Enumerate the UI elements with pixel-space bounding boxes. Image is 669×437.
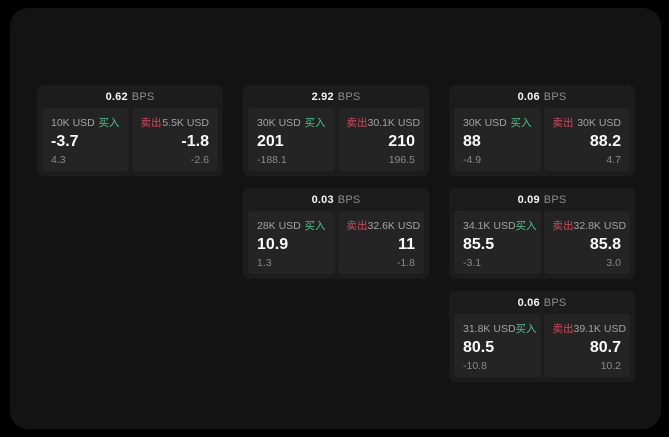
bps-unit-label: BPS — [543, 90, 567, 103]
sell-delta: 196.5 — [388, 153, 415, 166]
quote-card: 0.09 BPS 34.1K USD 买入 85.5 -3.1 卖出 32.8K… — [449, 188, 635, 279]
quote-card: 0.62 BPS 10K USD 买入 -3.7 4.3 卖出 5.5K USD… — [37, 85, 223, 176]
sell-side-label: 卖出 — [346, 117, 368, 129]
quote-card: 2.92 BPS 30K USD 买入 201 -188.1 卖出 30.1K … — [243, 85, 429, 176]
buy-side-label: 买入 — [515, 220, 537, 232]
bps-unit-label: BPS — [543, 193, 567, 206]
buy-side-label: 买入 — [98, 117, 120, 129]
spread-header: 2.92 BPS — [243, 85, 429, 108]
quote-card: 0.06 BPS 30K USD 买入 88 -4.9 卖出 30K USD 8… — [449, 85, 635, 176]
buy-quote-button[interactable]: 10K USD 买入 -3.7 4.3 — [42, 108, 129, 171]
buy-amount: 31.8K USD — [463, 322, 516, 335]
quote-panels: 10K USD 买入 -3.7 4.3 卖出 5.5K USD -1.8 -2.… — [37, 108, 223, 176]
sell-price: 88.2 — [589, 133, 621, 151]
spread-header: 0.09 BPS — [449, 188, 635, 211]
sell-side-label: 卖出 — [346, 220, 368, 232]
spread-header: 0.06 BPS — [449, 85, 635, 108]
quote-panels: 34.1K USD 买入 85.5 -3.1 卖出 32.8K USD 85.8… — [449, 211, 635, 279]
buy-delta: -3.1 — [463, 256, 482, 269]
sell-delta: -1.8 — [396, 256, 415, 269]
buy-quote-button[interactable]: 28K USD 买入 10.9 1.3 — [248, 211, 335, 274]
buy-amount: 30K USD — [257, 116, 301, 129]
sell-side-label: 卖出 — [552, 117, 574, 129]
buy-side-label: 买入 — [515, 323, 537, 335]
bps-unit-label: BPS — [543, 296, 567, 309]
buy-amount: 30K USD — [463, 116, 507, 129]
sell-quote-button[interactable]: 卖出 39.1K USD 80.7 10.2 — [543, 314, 630, 377]
buy-quote-button[interactable]: 34.1K USD 买入 85.5 -3.1 — [454, 211, 541, 274]
buy-price: -3.7 — [51, 133, 79, 151]
quote-card: 0.06 BPS 31.8K USD 买入 80.5 -10.8 卖出 39.1… — [449, 291, 635, 382]
spread-value: 0.62 — [105, 90, 128, 103]
buy-delta: 1.3 — [257, 256, 272, 269]
sell-price: 11 — [398, 236, 415, 254]
buy-amount: 34.1K USD — [463, 219, 516, 232]
sell-price: 85.8 — [589, 236, 621, 254]
buy-price: 88 — [463, 133, 481, 151]
spread-value: 2.92 — [311, 90, 334, 103]
sell-amount: 30K USD — [577, 116, 621, 129]
sell-quote-button[interactable]: 卖出 32.6K USD 11 -1.8 — [337, 211, 424, 274]
spread-value: 0.09 — [517, 193, 540, 206]
sell-side-label: 卖出 — [552, 323, 574, 335]
quote-panels: 30K USD 买入 88 -4.9 卖出 30K USD 88.2 4.7 — [449, 108, 635, 176]
quote-panels: 31.8K USD 买入 80.5 -10.8 卖出 39.1K USD 80.… — [449, 314, 635, 382]
buy-price: 80.5 — [463, 339, 495, 357]
sell-side-label: 卖出 — [552, 220, 574, 232]
buy-delta: -10.8 — [463, 359, 487, 372]
sell-price: -1.8 — [181, 133, 209, 151]
buy-price: 85.5 — [463, 236, 495, 254]
sell-price: 210 — [388, 133, 415, 151]
buy-quote-button[interactable]: 30K USD 买入 201 -188.1 — [248, 108, 335, 171]
sell-delta: 3.0 — [606, 256, 621, 269]
buy-delta: 4.3 — [51, 153, 66, 166]
spread-header: 0.62 BPS — [37, 85, 223, 108]
bps-unit-label: BPS — [337, 90, 361, 103]
buy-amount: 28K USD — [257, 219, 301, 232]
buy-amount: 10K USD — [51, 116, 95, 129]
spread-value: 0.06 — [517, 296, 540, 309]
sell-amount: 32.6K USD — [367, 219, 421, 232]
sell-side-label: 卖出 — [140, 117, 162, 129]
bps-unit-label: BPS — [337, 193, 361, 206]
sell-amount: 32.8K USD — [573, 219, 627, 232]
sell-delta: -2.6 — [190, 153, 209, 166]
quote-card: 0.03 BPS 28K USD 买入 10.9 1.3 卖出 32.6K US… — [243, 188, 429, 279]
quote-panels: 28K USD 买入 10.9 1.3 卖出 32.6K USD 11 -1.8 — [243, 211, 429, 279]
sell-amount: 30.1K USD — [367, 116, 421, 129]
sell-quote-button[interactable]: 卖出 30.1K USD 210 196.5 — [337, 108, 424, 171]
buy-delta: -4.9 — [463, 153, 482, 166]
buy-price: 10.9 — [257, 236, 289, 254]
quotes-grid: 0.62 BPS 10K USD 买入 -3.7 4.3 卖出 5.5K USD… — [37, 85, 635, 382]
spread-value: 0.03 — [311, 193, 334, 206]
sell-price: 80.7 — [589, 339, 621, 357]
sell-quote-button[interactable]: 卖出 32.8K USD 85.8 3.0 — [543, 211, 630, 274]
buy-quote-button[interactable]: 31.8K USD 买入 80.5 -10.8 — [454, 314, 541, 377]
buy-side-label: 买入 — [304, 220, 326, 232]
spread-header: 0.06 BPS — [449, 291, 635, 314]
sell-quote-button[interactable]: 卖出 5.5K USD -1.8 -2.6 — [131, 108, 218, 171]
buy-delta: -188.1 — [257, 153, 287, 166]
spread-value: 0.06 — [517, 90, 540, 103]
bps-unit-label: BPS — [131, 90, 155, 103]
sell-quote-button[interactable]: 卖出 30K USD 88.2 4.7 — [543, 108, 630, 171]
buy-quote-button[interactable]: 30K USD 买入 88 -4.9 — [454, 108, 541, 171]
buy-side-label: 买入 — [510, 117, 532, 129]
quote-panels: 30K USD 买入 201 -188.1 卖出 30.1K USD 210 1… — [243, 108, 429, 176]
buy-side-label: 买入 — [304, 117, 326, 129]
sell-amount: 5.5K USD — [162, 116, 209, 129]
buy-price: 201 — [257, 133, 284, 151]
sell-amount: 39.1K USD — [573, 322, 627, 335]
sell-delta: 4.7 — [606, 153, 621, 166]
spread-header: 0.03 BPS — [243, 188, 429, 211]
sell-delta: 10.2 — [600, 359, 621, 372]
app-window: 0.62 BPS 10K USD 买入 -3.7 4.3 卖出 5.5K USD… — [10, 8, 661, 429]
